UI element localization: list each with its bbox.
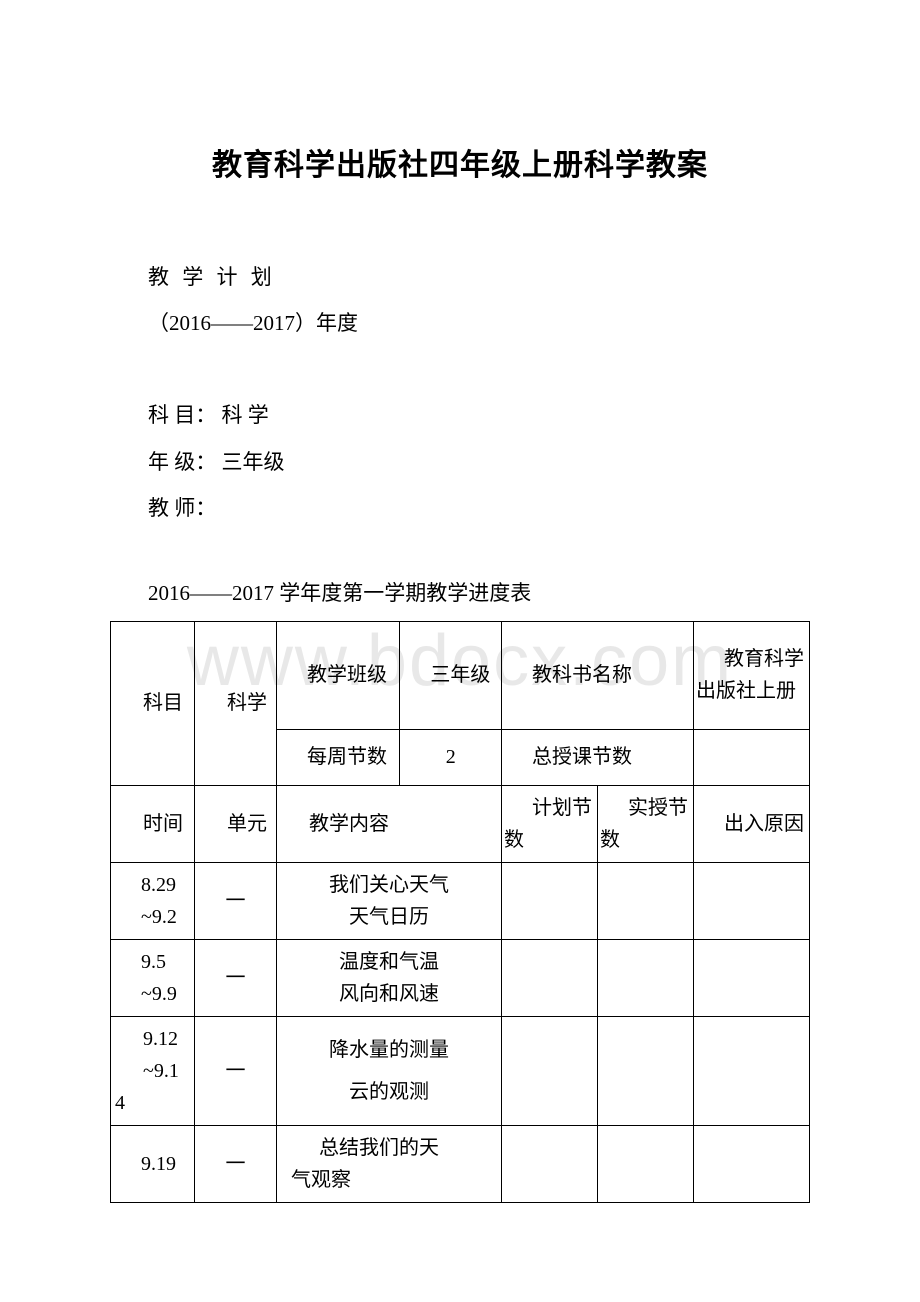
cell-time: 8.29 ~9.2 xyxy=(111,862,195,939)
table-header-row-2: 时间 单元 教学内容 计划节数 实授节数 出入原因 xyxy=(111,785,810,862)
grade-value: 三年级 xyxy=(222,450,285,474)
cell-time: 9.12 ~9.1 4 xyxy=(111,1016,195,1125)
cell-reason xyxy=(694,939,810,1016)
teacher-label: 教 师： xyxy=(148,496,216,520)
hdr-total-value xyxy=(694,729,810,785)
teacher-line: 教 师： xyxy=(148,485,810,531)
cell-content: 总结我们的天 气观察 xyxy=(277,1125,502,1202)
hdr-book-value: 教育科学出版社上册 xyxy=(694,621,810,729)
cell-actual xyxy=(598,939,694,1016)
hdr-reason: 出入原因 xyxy=(694,785,810,862)
table-row: 9.12 ~9.1 4 一 降水量的测量 云的观测 xyxy=(111,1016,810,1125)
subject-label: 科 目： xyxy=(148,403,216,427)
hdr-actual: 实授节数 xyxy=(598,785,694,862)
subject-line: 科 目： 科 学 xyxy=(148,392,810,438)
cell-actual xyxy=(598,1125,694,1202)
cell-plan xyxy=(502,939,598,1016)
cell-actual xyxy=(598,862,694,939)
cell-content: 温度和气温 风向和风速 xyxy=(277,939,502,1016)
table-row: 8.29 ~9.2 一 我们关心天气 天气日历 xyxy=(111,862,810,939)
table-row: 9.19 一 总结我们的天 气观察 xyxy=(111,1125,810,1202)
cell-plan xyxy=(502,1016,598,1125)
document-content: 教育科学出版社四年级上册科学教案 教 学 计 划 （2016——2017）年度 … xyxy=(0,0,920,1263)
table-header-row-1: 科目 科学 教学班级 三年级 教科书名称 教育科学出版社上册 xyxy=(111,621,810,729)
hdr-subject-label: 科目 xyxy=(111,621,195,785)
cell-content: 我们关心天气 天气日历 xyxy=(277,862,502,939)
plan-label: 教 学 计 划 xyxy=(148,254,810,300)
hdr-plan: 计划节数 xyxy=(502,785,598,862)
hdr-time: 时间 xyxy=(111,785,195,862)
cell-time: 9.5 ~9.9 xyxy=(111,939,195,1016)
hdr-content: 教学内容 xyxy=(277,785,502,862)
page-title: 教育科学出版社四年级上册科学教案 xyxy=(110,140,810,184)
grade-line: 年 级： 三年级 xyxy=(148,439,810,485)
cell-content: 降水量的测量 云的观测 xyxy=(277,1016,502,1125)
hdr-weekly-label: 每周节数 xyxy=(277,729,400,785)
schedule-title: 2016——2017 学年度第一学期教学进度表 xyxy=(148,577,810,607)
hdr-total-label: 总授课节数 xyxy=(502,729,694,785)
cell-plan xyxy=(502,862,598,939)
cell-plan xyxy=(502,1125,598,1202)
cell-unit: 一 xyxy=(195,862,277,939)
cell-unit: 一 xyxy=(195,1016,277,1125)
hdr-book-label: 教科书名称 xyxy=(502,621,694,729)
cell-reason xyxy=(694,1125,810,1202)
schedule-table: 科目 科学 教学班级 三年级 教科书名称 教育科学出版社上册 每周节数 2 总授… xyxy=(110,621,810,1203)
cell-unit: 一 xyxy=(195,1125,277,1202)
cell-time: 9.19 xyxy=(111,1125,195,1202)
cell-actual xyxy=(598,1016,694,1125)
subject-value: 科 学 xyxy=(222,403,269,427)
grade-label: 年 级： xyxy=(148,450,216,474)
cell-reason xyxy=(694,862,810,939)
hdr-class-label: 教学班级 xyxy=(277,621,400,729)
cell-unit: 一 xyxy=(195,939,277,1016)
hdr-unit: 单元 xyxy=(195,785,277,862)
year-range: （2016——2017）年度 xyxy=(148,300,810,346)
hdr-subject-value: 科学 xyxy=(195,621,277,785)
cell-reason xyxy=(694,1016,810,1125)
table-row: 9.5 ~9.9 一 温度和气温 风向和风速 xyxy=(111,939,810,1016)
hdr-weekly-value: 2 xyxy=(400,729,502,785)
hdr-class-value: 三年级 xyxy=(400,621,502,729)
